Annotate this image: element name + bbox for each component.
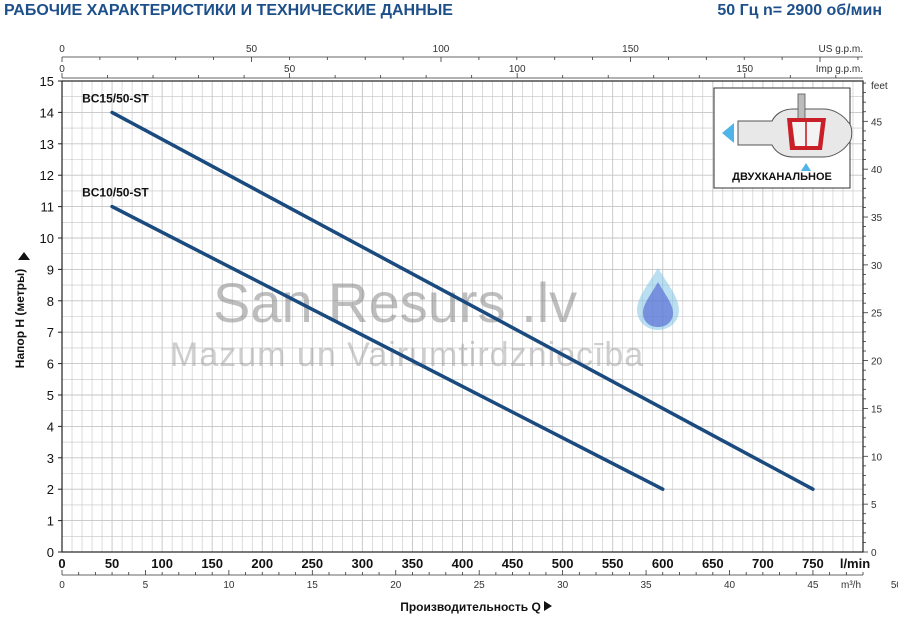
us-gpm-unit-label: US g.p.m. [819,44,863,55]
us-gpm-tick-label: 50 [246,44,258,55]
x-tick-label: 750 [802,556,824,571]
m3h-tick-label: 25 [474,580,486,591]
x-tick-label: 400 [452,556,474,571]
series-line-1 [110,204,665,491]
y-tick-label: 0 [47,545,54,560]
y-axis-arrow-icon [18,252,30,260]
inset-label: ДВУХКАНАЛЬНОЕ [732,171,832,183]
feet-tick-label: 15 [871,404,883,415]
impeller-inset: ДВУХКАНАЛЬНОЕ [713,87,853,189]
m3h-unit-label: m³/h [841,580,861,591]
chart-header-title: РАБОЧИЕ ХАРАКТЕРИСТИКИ И ТЕХНИЧЕСКИЕ ДАН… [4,2,453,19]
y-tick-label: 2 [47,482,54,497]
imp-gpm-tick-label: 0 [59,64,65,75]
x-unit-label: l/min [840,556,870,571]
us-gpm-tick-label: 150 [622,44,639,55]
x-tick-label: 550 [602,556,624,571]
y-tick-label: 6 [47,357,54,372]
y-tick-label: 9 [47,262,54,277]
m3h-tick-label: 45 [807,580,819,591]
imp-gpm-tick-label: 50 [284,64,296,75]
m3h-tick-label: 40 [724,580,736,591]
y-axis-title: Напор H (метры) [13,269,27,368]
feet-tick-label: 0 [871,548,877,559]
feet-unit-label: feet [871,81,888,92]
feet-tick-label: 35 [871,213,883,224]
x-tick-label: 250 [301,556,323,571]
m3h-tick-label: 35 [641,580,653,591]
inlet-arrow-icon [801,163,811,171]
feet-tick-label: 20 [871,357,883,368]
imp-gpm-tick-label: 100 [509,64,526,75]
axes: 0 50 100 150 200 250 300 350 400 450 500 550 600 650 7… [13,44,898,614]
feet-tick-label: 40 [871,165,883,176]
watermark: San Resurs .lv Mazum un Vairumtirdzniecī… [170,268,679,374]
series-line-0 [110,110,815,491]
x-tick-label: 650 [702,556,724,571]
m3h-tick-label: 5 [143,580,149,591]
m3h-tick-label: 15 [307,580,319,591]
x-tick-label: 300 [352,556,374,571]
y-tick-label: 15 [40,74,54,89]
us-gpm-tick-label: 0 [59,44,65,55]
chart-header-spec: 50 Гц n= 2900 об/мин [717,2,882,19]
y-tick-label: 4 [47,419,54,434]
watermark-brand: San Resurs .lv [213,271,577,334]
m3h-tick-label: 0 [59,580,65,591]
x-tick-label: 350 [402,556,424,571]
x-tick-label: 100 [151,556,173,571]
x-axis-title: Производительность Q [400,600,541,614]
outlet-arrow-icon [722,123,734,143]
x-axis-arrow-icon [544,601,552,611]
feet-tick-label: 45 [871,117,883,128]
y-tick-label: 11 [41,200,55,215]
watermark-tagline: Mazum un Vairumtirdzniecība [170,336,644,374]
feet-tick-label: 10 [871,452,883,463]
y-tick-label: 10 [40,231,54,246]
m3h-tick-label: 30 [557,580,569,591]
x-tick-label: 50 [105,556,119,571]
m3h-tick-label: 10 [223,580,235,591]
y-tick-label: 14 [40,105,54,120]
feet-tick-label: 30 [871,261,883,272]
m3h-tick-label: 20 [390,580,402,591]
y-tick-label: 5 [47,388,54,403]
feet-tick-label: 25 [871,309,883,320]
y-tick-label: 7 [47,325,54,340]
series-label-1: BC10/50-ST [82,186,149,200]
x-tick-label: 0 [58,556,65,571]
x-tick-label: 150 [201,556,223,571]
x-tick-label: 500 [552,556,574,571]
y-tick-label: 13 [40,137,54,152]
feet-tick-label: 5 [871,500,877,511]
series-label-0: BC15/50-ST [82,91,149,105]
water-drop-icon [637,268,679,330]
y-tick-label: 8 [47,294,54,309]
y-tick-label: 12 [40,168,54,183]
y-tick-label: 1 [47,514,54,529]
x-tick-label: 200 [251,556,273,571]
x-tick-label: 600 [652,556,674,571]
x-tick-label: 700 [752,556,774,571]
curves: BC15/50-ST BC10/50-ST [82,91,815,491]
imp-gpm-unit-label: Imp g.p.m. [816,64,863,75]
plot-frame [61,80,864,553]
y-tick-label: 3 [47,451,54,466]
us-gpm-tick-label: 100 [433,44,450,55]
x-tick-label: 450 [502,556,524,571]
m3h-tick-label: 50 [891,580,898,591]
imp-gpm-tick-label: 150 [736,64,753,75]
